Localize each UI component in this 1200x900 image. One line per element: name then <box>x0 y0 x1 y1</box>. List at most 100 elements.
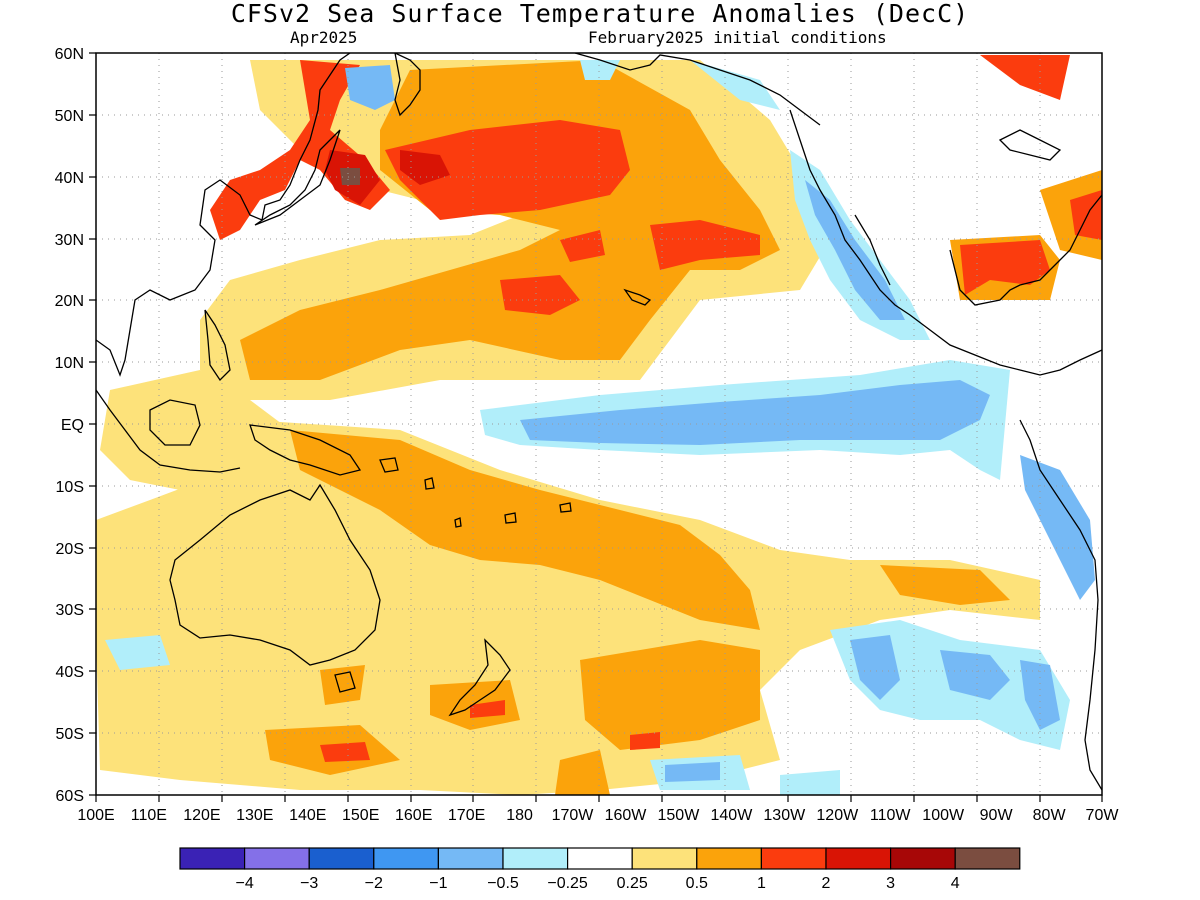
very-warm-japan <box>325 150 450 205</box>
legend-swatch <box>760 847 827 870</box>
baja-california <box>854 214 891 286</box>
lon-tick-label: 130E <box>236 807 273 824</box>
lon-tick-label: 180 <box>506 807 533 824</box>
legend-label: −4 <box>235 875 253 892</box>
lat-tick-label: 60S <box>56 788 84 805</box>
alaska-coast <box>574 53 821 126</box>
legend-swatch <box>825 847 892 870</box>
legend-swatch <box>566 847 633 870</box>
gulf-of-mexico-coast <box>949 194 1102 306</box>
kamchatka-coast <box>394 53 421 117</box>
lon-tick-label: 100E <box>77 807 114 824</box>
asia-coast <box>96 53 351 377</box>
color-legend <box>179 847 1021 870</box>
longitude-axis: 100E 110E 120E 130E 140E 150E 160E 170E … <box>77 807 1119 824</box>
strong-warm-gulf <box>960 55 1102 295</box>
warm-region-maritime-continent <box>100 370 290 490</box>
lat-tick-label: 20N <box>55 293 84 310</box>
lat-tick-label: 10N <box>55 355 84 372</box>
init-conditions-label: February2025 initial conditions <box>588 28 887 47</box>
legend-swatch <box>889 847 956 870</box>
new-guinea <box>249 424 362 476</box>
philippines <box>204 309 231 382</box>
legend-labels: −4 −3 −2 −1 −0.5 −0.25 0.25 0.5 1 2 3 4 <box>235 875 959 892</box>
legend-label: 0.25 <box>617 875 648 892</box>
lat-tick-label: 40N <box>55 170 84 187</box>
south-america-west-coast <box>1019 419 1102 791</box>
japan-coast <box>254 129 341 226</box>
cool-core-southeast-pacific <box>850 635 1060 730</box>
legend-swatch <box>244 847 310 870</box>
lon-tick-label: 100W <box>922 807 965 824</box>
lat-tick-label: 30N <box>55 232 84 249</box>
legend-swatch <box>179 847 246 870</box>
legend-label: 0.5 <box>686 875 708 892</box>
lat-tick-label: 20S <box>56 541 84 558</box>
new-zealand <box>448 638 511 717</box>
legend-label: −1 <box>429 875 447 892</box>
coastlines <box>96 53 1102 791</box>
cool-core-california-current <box>805 180 905 320</box>
legend-swatch <box>954 847 1021 870</box>
lon-tick-label: 170E <box>448 807 485 824</box>
extreme-warm-japan <box>340 168 360 185</box>
lat-tick-label: 50N <box>55 108 84 125</box>
lat-tick-label: EQ <box>61 417 84 434</box>
lat-tick-label: 30S <box>56 602 84 619</box>
lon-tick-label: 160E <box>395 807 432 824</box>
warm-core-south-pacific <box>265 430 1010 795</box>
cool-patch-okhotsk <box>345 65 395 110</box>
lon-tick-label: 80W <box>1033 807 1067 824</box>
legend-label: −3 <box>300 875 318 892</box>
lon-tick-label: 90W <box>980 807 1014 824</box>
strong-warm-subtropics <box>500 220 760 315</box>
legend-label: 2 <box>822 875 831 892</box>
lat-tick-label: 50S <box>56 726 84 743</box>
warm-region-north-pacific-core <box>240 60 780 380</box>
legend-label: 3 <box>886 875 895 892</box>
legend-label: −0.5 <box>487 875 519 892</box>
tick-marks <box>89 52 1103 802</box>
great-lakes <box>998 129 1062 161</box>
chart-title: CFSv2 Sea Surface Temperature Anomalies … <box>230 0 970 28</box>
anomaly-field <box>96 53 1102 795</box>
cool-core-southern-ocean <box>665 762 720 782</box>
lon-tick-label: 160W <box>605 807 648 824</box>
lon-tick-label: 110E <box>131 807 167 824</box>
lon-tick-label: 70W <box>1086 807 1120 824</box>
lon-tick-label: 140W <box>711 807 754 824</box>
sumatra-java <box>96 389 241 473</box>
lon-tick-label: 150W <box>658 807 701 824</box>
legend-swatch <box>373 847 439 870</box>
lon-tick-label: 110W <box>870 807 912 824</box>
lon-tick-label: 120W <box>816 807 859 824</box>
cool-region-peru <box>1020 455 1095 600</box>
legend-swatch <box>308 847 375 870</box>
lon-tick-label: 120E <box>183 807 220 824</box>
lat-tick-label: 10S <box>56 479 84 496</box>
latitude-axis: 60N 50N 40N 30N 20N 10N EQ 10S 20S 30S 4… <box>55 46 84 805</box>
legend-label: −2 <box>365 875 383 892</box>
lon-tick-label: 130W <box>763 807 806 824</box>
lon-tick-label: 150E <box>342 807 379 824</box>
legend-swatch <box>437 847 504 870</box>
cool-patch-bering <box>580 60 780 110</box>
legend-label: 1 <box>757 875 766 892</box>
legend-label: −0.25 <box>547 875 588 892</box>
lat-tick-label: 60N <box>55 46 84 63</box>
lon-tick-label: 140E <box>289 807 326 824</box>
tasmania <box>334 671 356 693</box>
cool-core-equatorial-pacific <box>520 380 990 445</box>
lat-tick-label: 40S <box>56 664 84 681</box>
legend-swatch <box>631 847 698 870</box>
valid-month-label: Apr2025 <box>290 28 358 47</box>
lon-tick-label: 170W <box>552 807 595 824</box>
strong-warm-south-pacific <box>320 700 660 762</box>
pacific-islands <box>379 288 652 528</box>
borneo <box>149 399 201 446</box>
australia-coast <box>169 483 381 666</box>
legend-label: 4 <box>951 875 960 892</box>
legend-swatch <box>696 847 762 870</box>
legend-swatch <box>502 847 569 870</box>
